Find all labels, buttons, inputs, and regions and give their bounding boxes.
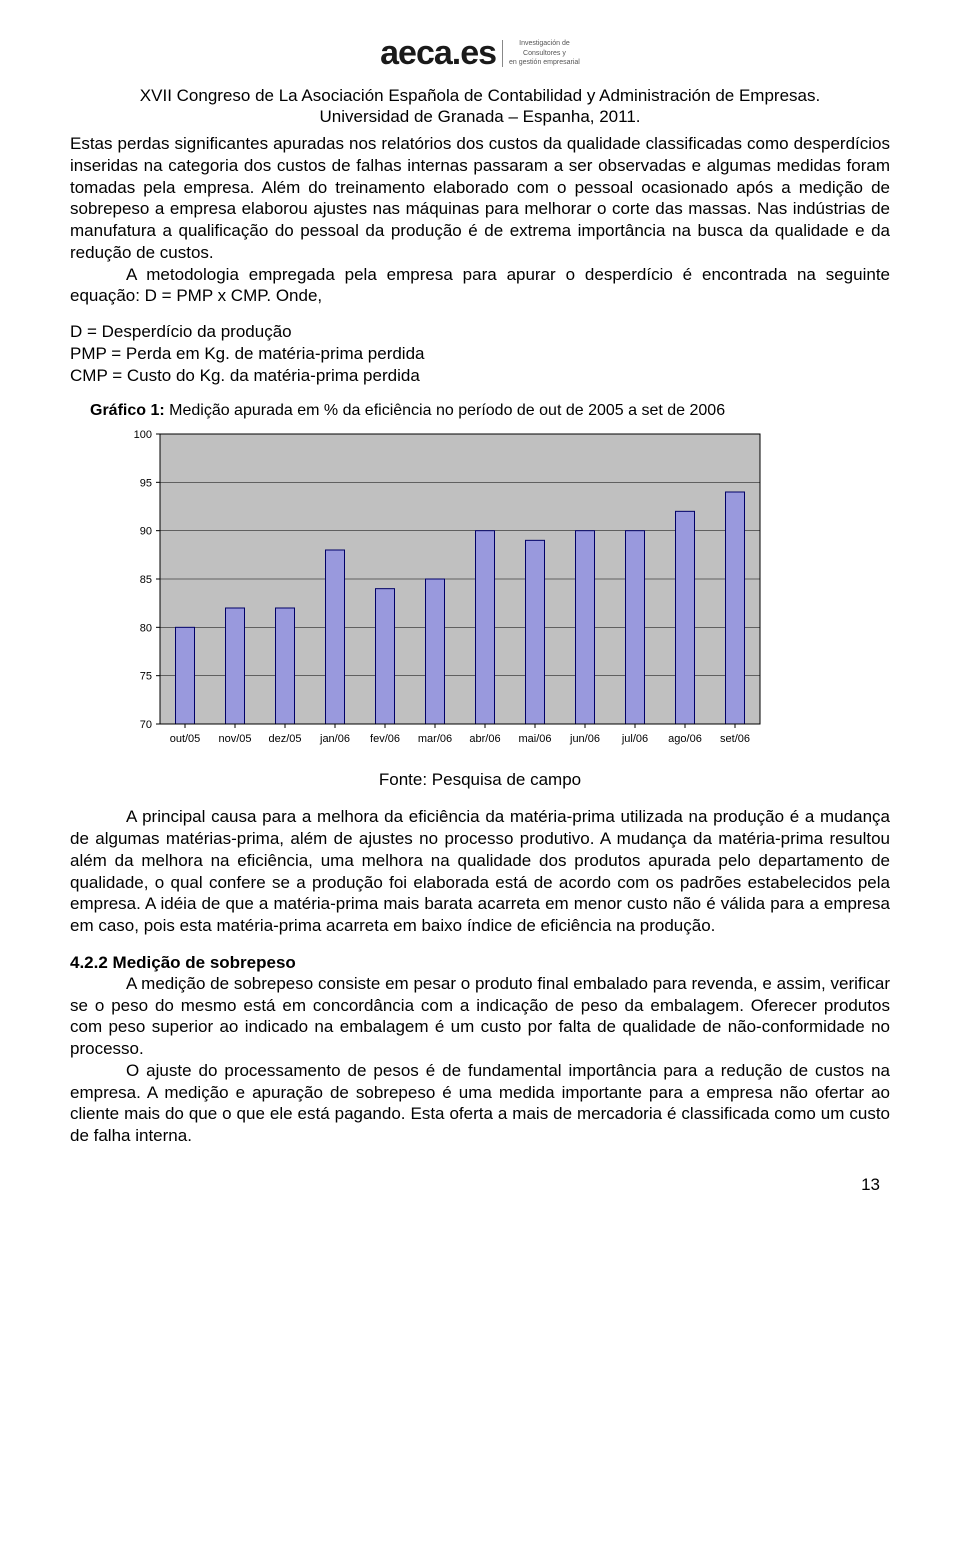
- header-line-1: XVII Congreso de La Asociación Española …: [70, 85, 890, 107]
- logo-header: aeca.es Investigación de Consultores y e…: [70, 30, 890, 77]
- logo: aeca.es Investigación de Consultores y e…: [370, 30, 590, 77]
- logo-sublines: Investigación de Consultores y en gestió…: [502, 40, 580, 67]
- svg-text:fev/06: fev/06: [370, 733, 400, 745]
- svg-text:nov/05: nov/05: [218, 733, 251, 745]
- svg-text:dez/05: dez/05: [268, 733, 301, 745]
- svg-text:90: 90: [140, 526, 152, 538]
- page-container: aeca.es Investigación de Consultores y e…: [0, 0, 960, 1235]
- chart-title-rest: Medição apurada em % da eficiência no pe…: [165, 402, 725, 419]
- bar-chart: 70 75 80 85 90 95 100 out/05 nov/05 dez/05 jan/06 f…: [110, 424, 780, 764]
- def-cmp: CMP = Custo do Kg. da matéria-prima perd…: [70, 365, 890, 387]
- svg-text:jul/06: jul/06: [621, 733, 648, 745]
- svg-text:jun/06: jun/06: [569, 733, 600, 745]
- svg-text:70: 70: [140, 719, 152, 731]
- svg-text:set/06: set/06: [720, 733, 750, 745]
- svg-text:abr/06: abr/06: [469, 733, 500, 745]
- paragraph-5: O ajuste do processamento de pesos é de …: [70, 1060, 890, 1147]
- def-pmp: PMP = Perda em Kg. de matéria-prima perd…: [70, 343, 890, 365]
- definitions: D = Desperdício da produção PMP = Perda …: [70, 321, 890, 386]
- paragraph-2: A metodologia empregada pela empresa par…: [70, 264, 890, 308]
- chart-container: 70 75 80 85 90 95 100 out/05 nov/05 dez/05 jan/06 f…: [110, 424, 890, 764]
- svg-text:80: 80: [140, 623, 152, 635]
- svg-text:jan/06: jan/06: [319, 733, 350, 745]
- svg-text:out/05: out/05: [170, 733, 201, 745]
- svg-text:100: 100: [134, 429, 152, 441]
- svg-text:ago/06: ago/06: [668, 733, 702, 745]
- chart-title-bold: Gráfico 1:: [90, 402, 165, 419]
- paragraph-3: A principal causa para a melhora da efic…: [70, 806, 890, 937]
- page-number: 13: [70, 1175, 890, 1195]
- def-d: D = Desperdício da produção: [70, 321, 890, 343]
- logo-sub3: en gestión empresarial: [509, 59, 580, 67]
- chart-title: Gráfico 1: Medição apurada em % da efici…: [90, 402, 890, 420]
- svg-text:mai/06: mai/06: [518, 733, 551, 745]
- logo-sub2: Consultores y: [509, 50, 580, 58]
- logo-sub1: Investigación de: [509, 40, 580, 48]
- header-line-2: Universidad de Granada – Espanha, 2011.: [70, 107, 890, 127]
- section-heading: 4.2.2 Medição de sobrepeso: [70, 953, 890, 973]
- svg-text:mar/06: mar/06: [418, 733, 452, 745]
- logo-text: aeca.es: [380, 34, 496, 73]
- svg-text:75: 75: [140, 671, 152, 683]
- paragraph-1: Estas perdas significantes apuradas nos …: [70, 133, 890, 264]
- svg-text:95: 95: [140, 478, 152, 490]
- paragraph-4: A medição de sobrepeso consiste em pesar…: [70, 973, 890, 1060]
- chart-caption: Fonte: Pesquisa de campo: [70, 770, 890, 790]
- svg-text:85: 85: [140, 574, 152, 586]
